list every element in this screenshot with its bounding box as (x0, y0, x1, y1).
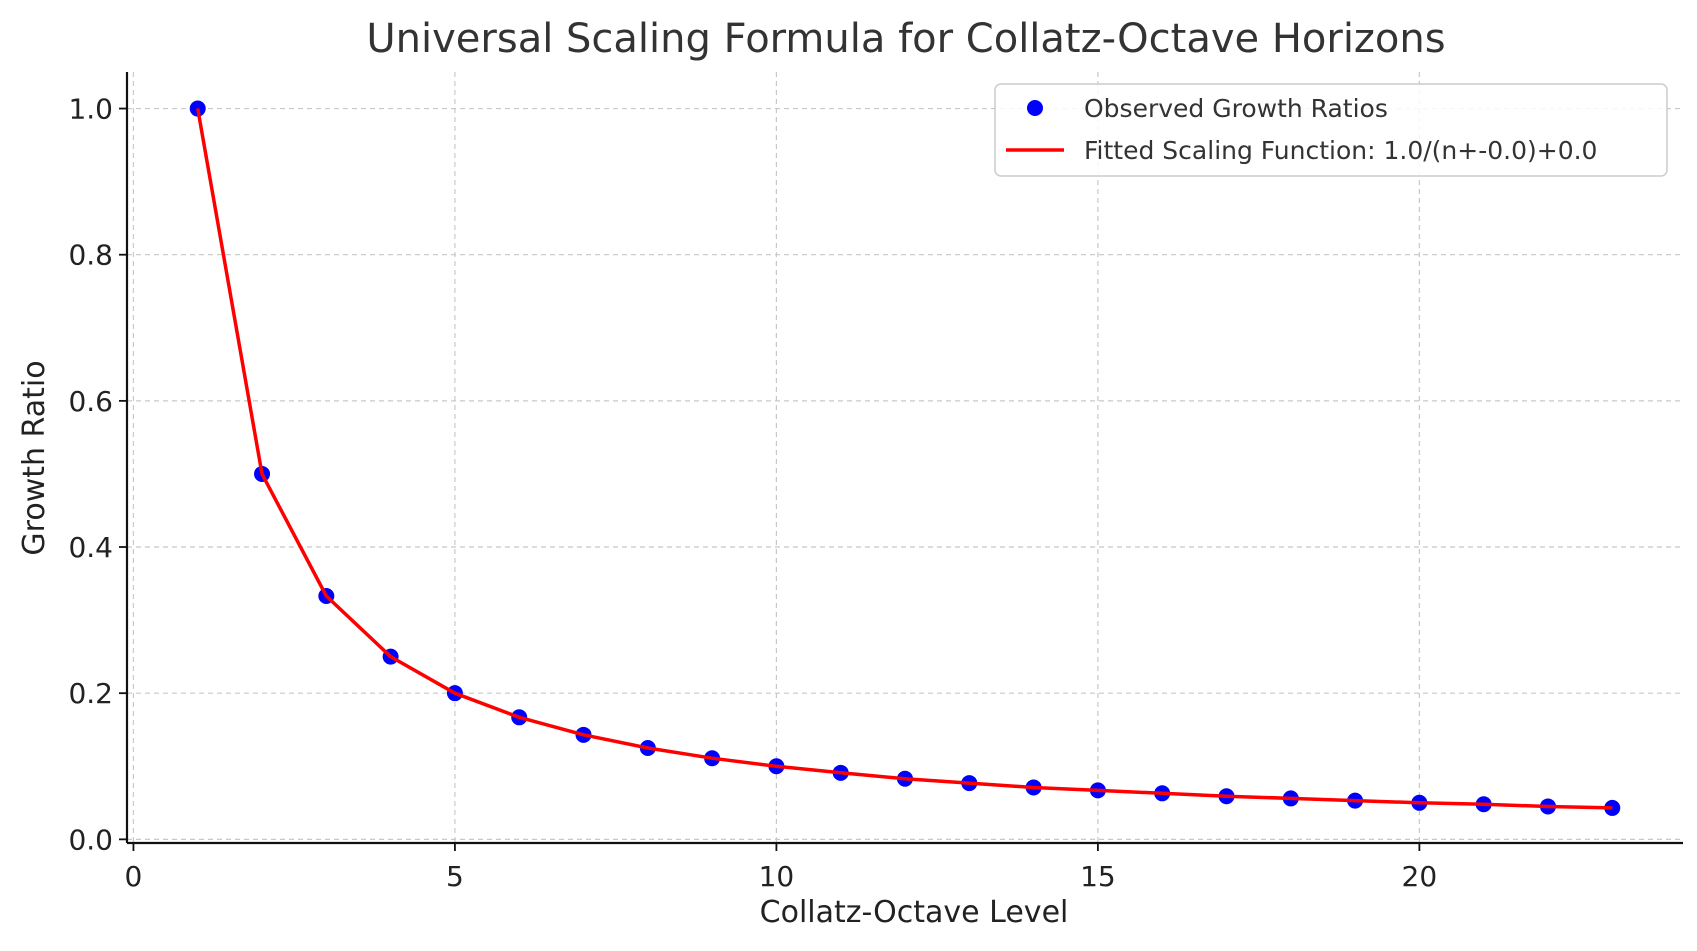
y-tick-label: 0.2 (68, 677, 113, 710)
x-tick-label: 5 (446, 860, 464, 893)
legend-label-fitted: Fitted Scaling Function: 1.0/(n+-0.0)+0.… (1084, 136, 1597, 165)
legend-marker-observed (1027, 100, 1043, 116)
y-tick-label: 0.4 (68, 531, 113, 564)
chart-title: Universal Scaling Formula for Collatz-Oc… (366, 16, 1445, 62)
y-tick-label: 0.0 (68, 823, 113, 856)
y-tick-label: 0.6 (68, 385, 113, 418)
legend-label-observed: Observed Growth Ratios (1084, 94, 1388, 123)
x-tick-label: 10 (759, 860, 795, 893)
x-tick-label: 0 (125, 860, 143, 893)
x-tick-label: 15 (1080, 860, 1116, 893)
fitted-line (195, 108, 1613, 810)
y-tick-label: 1.0 (68, 93, 113, 126)
legend: Observed Growth Ratios Fitted Scaling Fu… (994, 83, 1668, 177)
ticks-layer: 0 5 10 15 20 0.0 0.2 0.4 0.6 0.8 1.0 (68, 93, 1437, 893)
grid-layer (127, 72, 1683, 843)
x-axis-label: Collatz-Octave Level (760, 895, 1069, 930)
y-axis-label: Growth Ratio (17, 360, 52, 555)
y-tick-label: 0.8 (68, 239, 113, 272)
legend-box (994, 83, 1668, 177)
axes-spines (125, 72, 1683, 845)
series-layer (189, 100, 1621, 816)
x-tick-label: 20 (1402, 860, 1438, 893)
